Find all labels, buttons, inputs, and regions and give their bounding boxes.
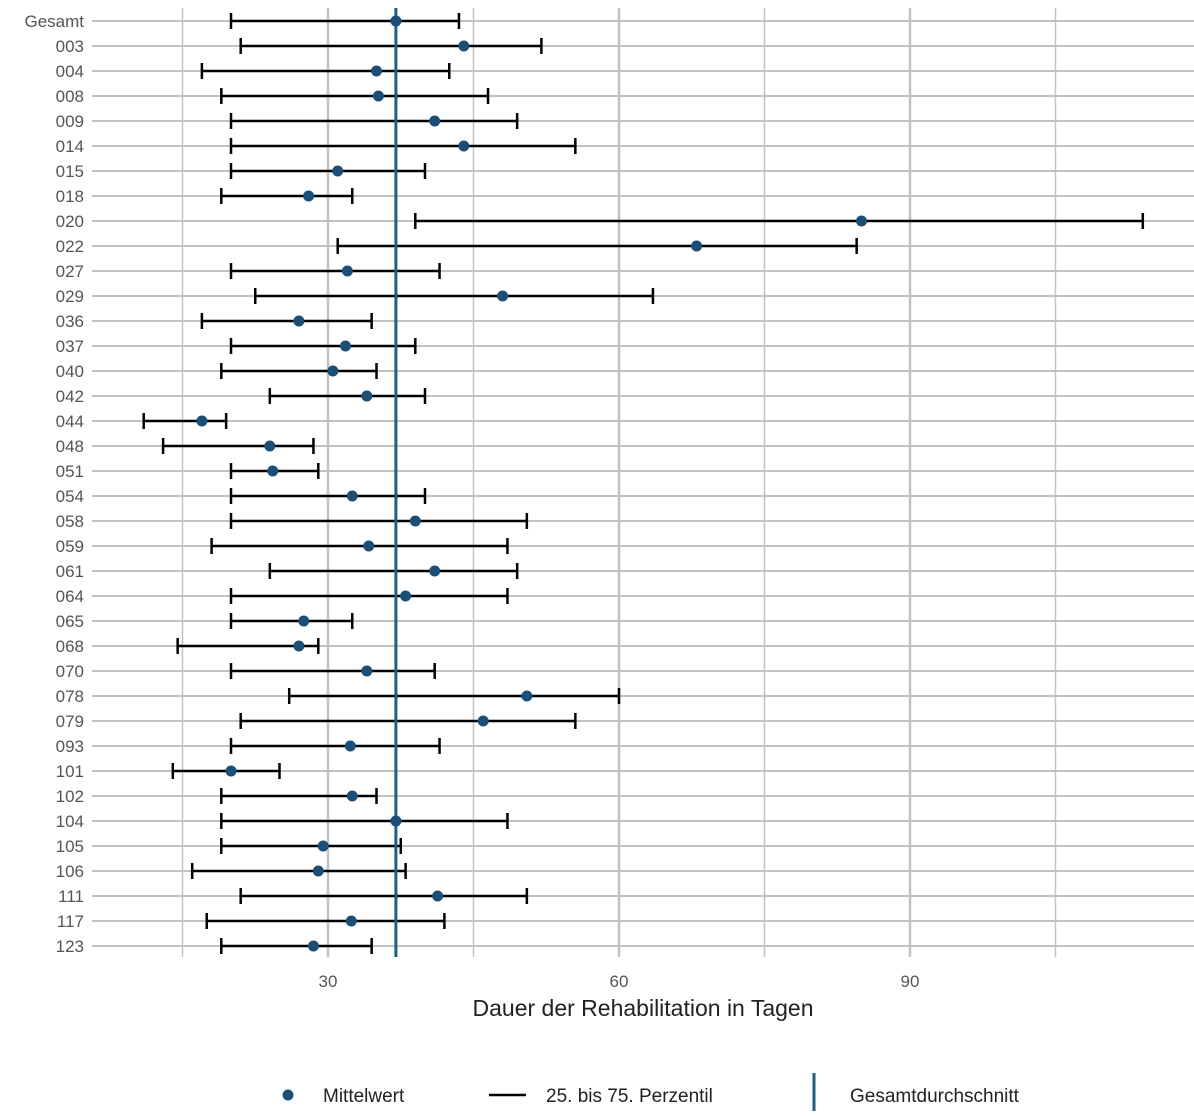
mean-point [307, 940, 319, 952]
legend-mean-marker [282, 1089, 294, 1101]
mean-point [312, 865, 324, 877]
mean-point [317, 840, 329, 852]
mean-point [691, 240, 703, 252]
y-tick-label: 093 [56, 737, 84, 756]
y-tick-label: 042 [56, 387, 84, 406]
range-layer [142, 13, 1145, 954]
y-tick-label: 058 [56, 512, 84, 531]
mean-point [293, 640, 305, 652]
y-tick-label: 040 [56, 362, 84, 381]
y-tick-label: 008 [56, 87, 84, 106]
mean-point [293, 315, 305, 327]
mean-point [497, 290, 509, 302]
y-tick-label: 015 [56, 162, 84, 181]
mean-point [361, 665, 373, 677]
mean-point [267, 465, 279, 477]
mean-point [856, 215, 867, 227]
y-tick-label: 059 [56, 537, 84, 556]
y-tick-label: 022 [56, 237, 84, 256]
mean-point [346, 490, 358, 502]
mean-point [196, 415, 208, 427]
mean-point [371, 65, 382, 77]
mean-point [303, 190, 315, 202]
y-tick-label: 106 [56, 862, 84, 881]
mean-point [361, 390, 373, 402]
mean-layer [196, 15, 867, 952]
y-tick-label: Gesamt [24, 12, 84, 31]
mean-point [521, 690, 533, 702]
y-tick-label: 020 [56, 212, 84, 231]
y-tick-label: 036 [56, 312, 84, 331]
y-tick-label: 104 [56, 812, 84, 831]
mean-point [363, 540, 375, 552]
y-tick-label: 070 [56, 662, 84, 681]
mean-point [298, 615, 310, 627]
y-tick-label: 068 [56, 637, 84, 656]
x-tick-label: 30 [319, 972, 338, 991]
mean-point [341, 265, 353, 277]
y-tick-label: 079 [56, 712, 84, 731]
mean-point [432, 890, 444, 902]
mean-point [264, 440, 276, 452]
y-tick-label: 065 [56, 612, 84, 631]
x-tick-label: 60 [610, 972, 629, 991]
y-tick-label: 037 [56, 337, 84, 356]
y-tick-label: 048 [56, 437, 84, 456]
mean-point [390, 15, 402, 27]
y-tick-label: 078 [56, 687, 84, 706]
y-tick-label: 014 [56, 137, 84, 156]
mean-point [400, 590, 412, 602]
mean-point [390, 815, 402, 827]
mean-point [225, 765, 237, 777]
y-tick-label: 061 [56, 562, 84, 581]
mean-point [477, 715, 489, 727]
mean-point [458, 140, 470, 152]
y-tick-label: 123 [56, 937, 84, 956]
legend-mean-label: Mittelwert [323, 1086, 405, 1107]
legend-overall-label: Gesamtdurchschnitt [850, 1086, 1020, 1107]
legend-range-label: 25. bis 75. Perzentil [546, 1086, 713, 1107]
y-tick-label: 009 [56, 112, 84, 131]
mean-point [339, 340, 351, 352]
y-tick-label: 111 [58, 887, 84, 906]
y-tick-label: 027 [56, 262, 84, 281]
mean-point [372, 90, 384, 102]
y-tick-label: 101 [56, 762, 84, 781]
y-tick-label: 018 [56, 187, 84, 206]
y-tick-label: 102 [56, 787, 84, 806]
y-tick-label: 004 [56, 62, 84, 81]
label-layer: 30 60 90 Gesamt 003 004 008 009 014 015 018 020 022 0… [24, 12, 919, 991]
grid-layer [92, 8, 1194, 957]
x-tick-label: 90 [901, 972, 920, 991]
y-tick-label: 003 [56, 37, 84, 56]
mean-point [327, 365, 339, 377]
mean-point [346, 790, 358, 802]
y-tick-label: 051 [56, 462, 84, 481]
mean-point [429, 115, 441, 127]
y-tick-label: 117 [57, 912, 84, 931]
mean-point [332, 165, 344, 177]
y-tick-label: 064 [56, 587, 84, 606]
y-tick-label: 044 [56, 412, 84, 431]
mean-point [344, 740, 356, 752]
mean-point [345, 915, 357, 927]
y-tick-label: 029 [56, 287, 84, 306]
legend: Mittelwert 25. bis 75. Perzentil Gesamtd… [282, 1073, 1020, 1111]
y-tick-label: 054 [56, 487, 84, 506]
x-axis-title: Dauer der Rehabilitation in Tagen [473, 995, 814, 1021]
mean-point [429, 565, 441, 577]
y-tick-label: 105 [56, 837, 84, 856]
mean-point [458, 40, 470, 52]
mean-point [409, 515, 421, 527]
